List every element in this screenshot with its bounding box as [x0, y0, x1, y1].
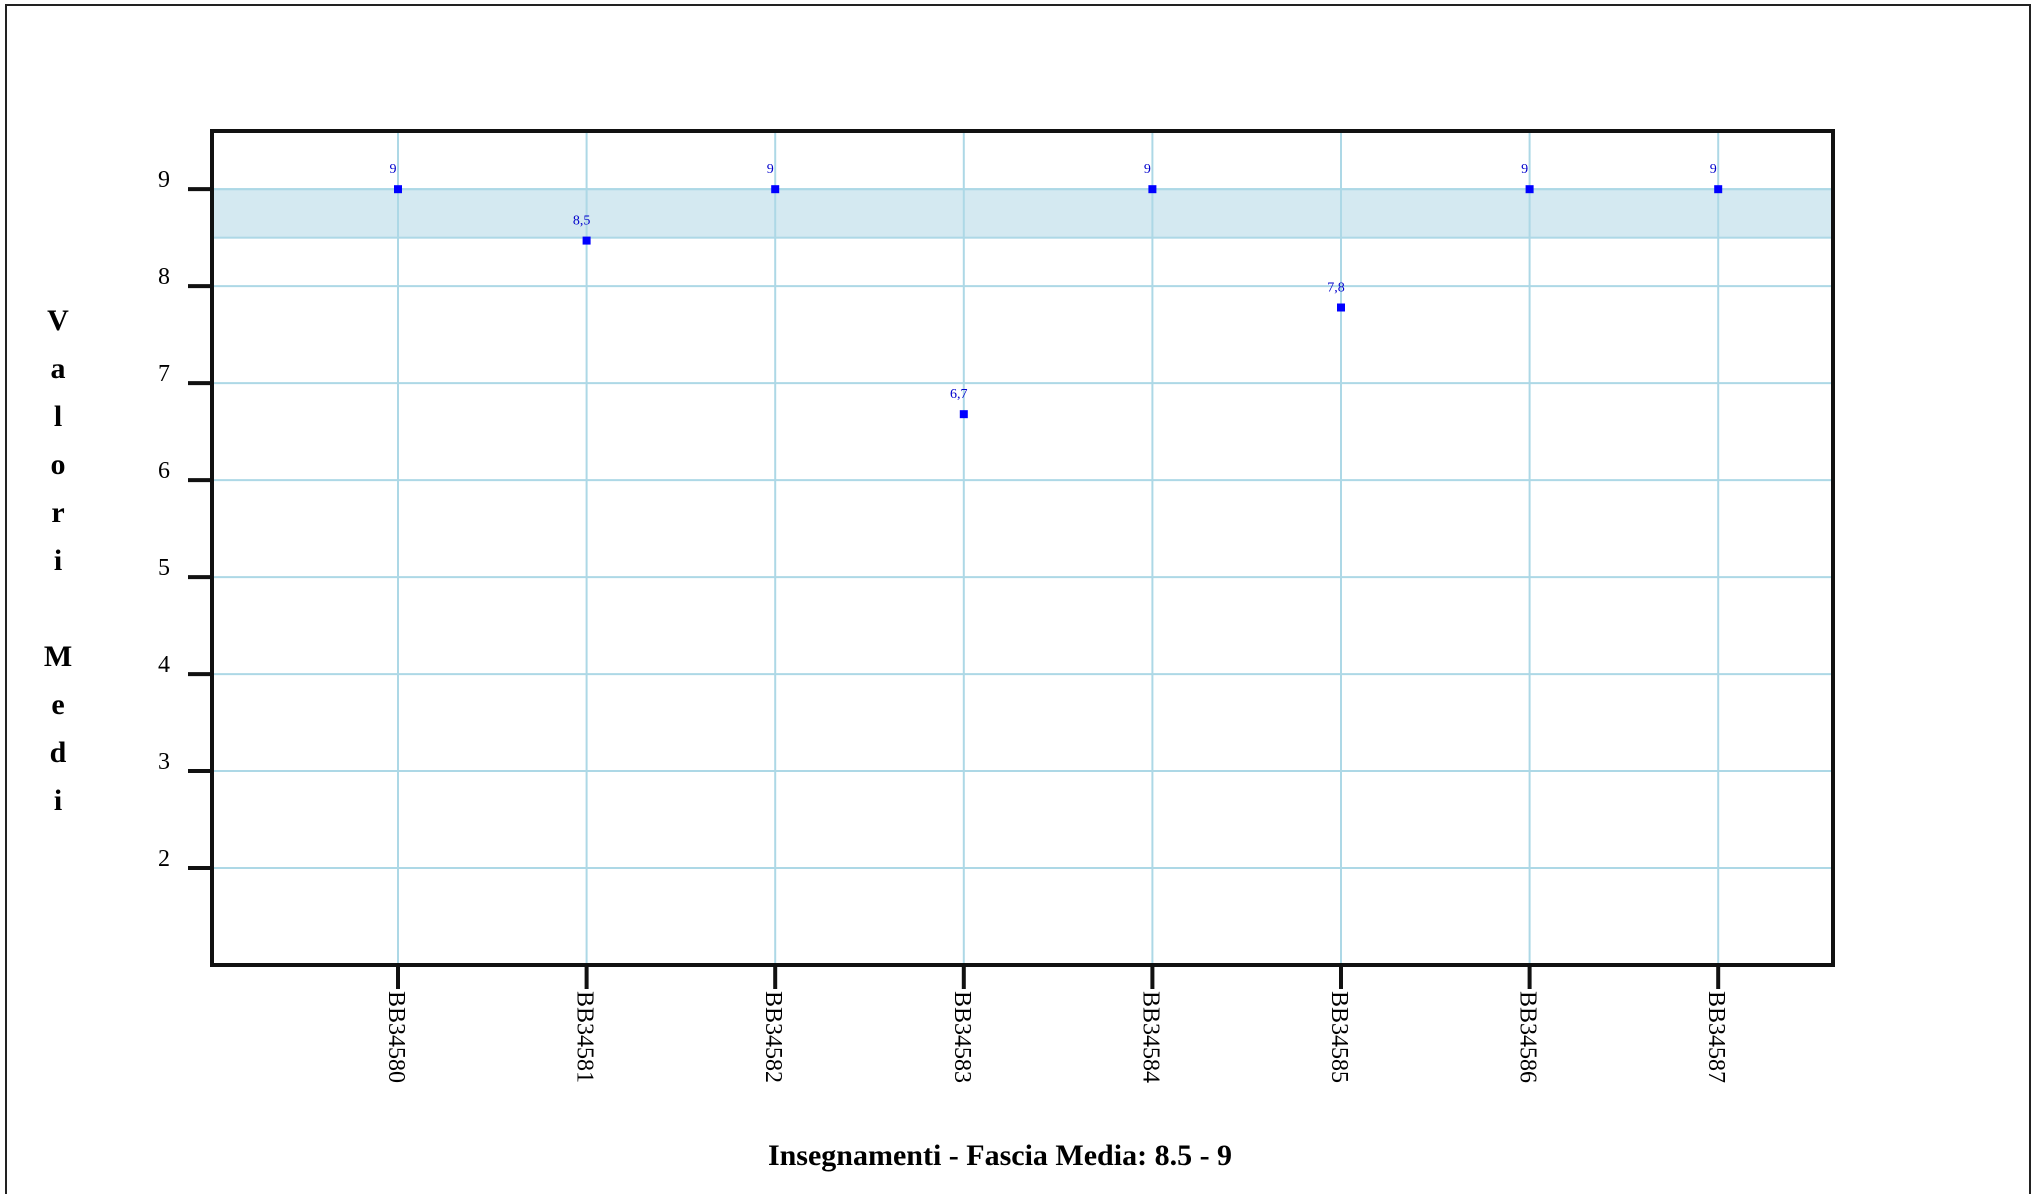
- plot-border: [210, 129, 1835, 967]
- x-tick-label: BB34581: [572, 991, 598, 1083]
- data-point: [959, 410, 968, 419]
- data-point: [1148, 185, 1157, 194]
- chart-frame: [5, 4, 2031, 1194]
- data-point: [771, 185, 780, 194]
- y-tick-label: 7: [158, 361, 170, 387]
- data-point: [394, 185, 402, 194]
- data-label: 9: [1521, 162, 1528, 177]
- y-axis-title-letter: d: [50, 736, 67, 769]
- x-tick-label: BB34584: [1137, 991, 1163, 1083]
- y-tick-label: 3: [158, 749, 170, 775]
- range-band: [211, 188, 1834, 239]
- x-tick-label: BB34580: [383, 991, 409, 1083]
- y-tick-label: 8: [158, 264, 170, 290]
- x-tick-label: BB34587: [1703, 991, 1729, 1083]
- data-point: [1337, 303, 1345, 312]
- data-point: [1714, 185, 1723, 194]
- data-label: 7,8: [1327, 280, 1345, 295]
- y-tick-label: 6: [158, 458, 170, 484]
- x-tick-label: BB34583: [949, 991, 975, 1083]
- y-axis-title-letter: V: [47, 304, 69, 337]
- data-label: 9: [390, 162, 397, 177]
- y-axis-title-letter: i: [54, 544, 62, 577]
- x-tick-label: BB34585: [1326, 991, 1352, 1083]
- data-label: 8,5: [573, 214, 591, 229]
- x-axis-title: Insegnamenti - Fascia Media: 8.5 - 9: [768, 1139, 1232, 1172]
- y-axis-title-letter: r: [51, 496, 64, 529]
- data-label: 9: [767, 162, 774, 177]
- y-axis-title-letter: a: [51, 352, 66, 385]
- x-tick-label: BB34582: [760, 991, 786, 1083]
- y-axis-title-letter: M: [44, 640, 72, 673]
- data-label: 9: [1144, 162, 1151, 177]
- data-point: [1525, 185, 1534, 194]
- y-axis-title-letter: i: [54, 784, 62, 817]
- y-tick-label: 9: [158, 167, 170, 193]
- data-label: 6,7: [950, 387, 968, 402]
- data-label: 9: [1710, 162, 1717, 177]
- y-axis-title-letter: o: [51, 448, 66, 481]
- y-axis-title-letter: e: [51, 688, 64, 721]
- y-axis-title-letter: l: [54, 400, 62, 433]
- x-tick-label: BB34586: [1515, 991, 1541, 1083]
- y-tick-label: 2: [158, 846, 170, 872]
- y-tick-label: 4: [158, 652, 170, 678]
- data-point: [582, 236, 591, 245]
- y-tick-label: 5: [158, 555, 170, 581]
